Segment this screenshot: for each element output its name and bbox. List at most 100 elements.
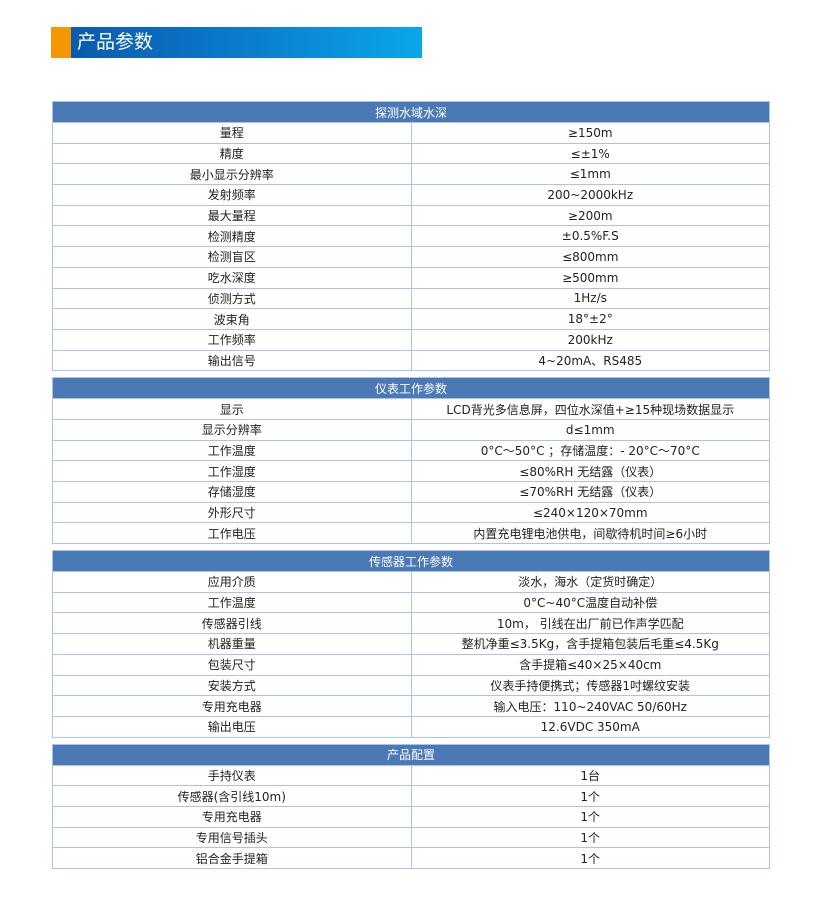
spec-value: ±0.5%F.S [410, 225, 770, 248]
table-row: 检测精度 ±0.5%F.S [52, 225, 770, 248]
spec-value: 12.6VDC 350mA [410, 715, 770, 738]
spec-value: 10m， 引线在出厂前已作声学匹配 [410, 612, 770, 635]
table-row: 显示分辨率 d≤1mm [52, 418, 770, 441]
spec-label: 工作湿度 [52, 460, 412, 482]
spec-table: 仪表工作参数 显示 LCD背光多信息屏，四位水深值+≥15种现场数据显示 显示分辨率 d… [52, 377, 770, 545]
spec-value: ≥150m [410, 122, 770, 144]
section-header: 产品配置 [52, 743, 770, 766]
spec-label: 铝合金手提箱 [52, 847, 412, 869]
table-row: 应用介质 淡水，海水（定货时确定） [52, 571, 770, 593]
spec-label: 专用充电器 [52, 805, 412, 828]
spec-value: 仪表手持便携式；传感器1吋螺纹安装 [410, 674, 770, 697]
spec-value: 1台 [410, 764, 770, 787]
spec-label: 发射频率 [52, 184, 412, 206]
spec-label: 存储湿度 [52, 481, 412, 503]
spec-label: 机器重量 [52, 633, 412, 655]
spec-label: 量程 [52, 122, 412, 144]
spec-label: 工作温度 [52, 591, 412, 614]
section-header: 传感器工作参数 [52, 550, 770, 573]
spec-value: ≤800mm [410, 246, 770, 268]
spec-value: 1个 [410, 805, 770, 828]
table-row: 显示 LCD背光多信息屏，四位水深值+≥15种现场数据显示 [52, 398, 770, 420]
spec-label: 包装尺寸 [52, 653, 412, 676]
table-row: 专用信号插头 1个 [52, 826, 770, 849]
table-row: 发射频率 200~2000kHz [52, 184, 770, 206]
table-row: 输出电压 12.6VDC 350mA [52, 715, 770, 738]
spec-label: 输出电压 [52, 715, 412, 738]
banner-accent [51, 27, 71, 58]
spec-value: d≤1mm [410, 418, 770, 441]
table-row: 铝合金手提箱 1个 [52, 847, 770, 869]
table-row: 最小显示分辨率 ≤1mm [52, 163, 770, 186]
spec-tables: 探测水域水深 量程 ≥150m 精度 ≤±1% 最小显示分辨率 ≤1mm 发射频率 200~20… [52, 101, 770, 875]
table-row: 工作频率 200kHz [52, 328, 770, 351]
section-banner: 产品参数 [51, 27, 422, 58]
table-row: 工作温度 0°C～50°C ；存储温度：- 20°C～70°C [52, 439, 770, 462]
spec-value: 0°C～50°C ；存储温度：- 20°C～70°C [410, 439, 770, 462]
table-row: 精度 ≤±1% [52, 142, 770, 165]
spec-label: 侦测方式 [52, 287, 412, 310]
spec-value: ≤70%RH 无结露（仪表） [410, 481, 770, 503]
spec-label: 工作温度 [52, 439, 412, 462]
spec-value: 输入电压：110~240VAC 50/60Hz [410, 695, 770, 717]
spec-value: LCD背光多信息屏，四位水深值+≥15种现场数据显示 [410, 398, 770, 420]
table-row: 工作电压 内置充电锂电池供电，间歇待机时间≥6小时 [52, 522, 770, 545]
spec-label: 波束角 [52, 308, 412, 330]
spec-table: 传感器工作参数 应用介质 淡水，海水（定货时确定） 工作温度 0°C~40°C温度自动补… [52, 550, 770, 738]
spec-label: 检测精度 [52, 225, 412, 248]
table-row: 传感器(含引线10m) 1个 [52, 785, 770, 807]
spec-value: 1个 [410, 826, 770, 849]
spec-label: 专用充电器 [52, 695, 412, 717]
table-row: 输出信号 4~20mA、RS485 [52, 349, 770, 372]
spec-label: 最小显示分辨率 [52, 163, 412, 186]
table-row: 包装尺寸 含手提箱≤40×25×40cm [52, 653, 770, 676]
spec-value: ≤±1% [410, 142, 770, 165]
table-row: 波束角 18°±2° [52, 308, 770, 330]
spec-label: 工作频率 [52, 328, 412, 351]
spec-label: 手持仪表 [52, 764, 412, 787]
spec-label: 精度 [52, 142, 412, 165]
table-row: 量程 ≥150m [52, 122, 770, 144]
spec-label: 安装方式 [52, 674, 412, 697]
spec-value: 200kHz [410, 328, 770, 351]
spec-value: 0°C~40°C温度自动补偿 [410, 591, 770, 614]
spec-label: 显示分辨率 [52, 418, 412, 441]
spec-value: 1个 [410, 785, 770, 807]
spec-value: 18°±2° [410, 308, 770, 330]
table-row: 专用充电器 输入电压：110~240VAC 50/60Hz [52, 695, 770, 717]
page-title: 产品参数 [71, 27, 422, 58]
section-header: 探测水域水深 [52, 101, 770, 123]
table-row: 侦测方式 1Hz/s [52, 287, 770, 310]
table-row: 安装方式 仪表手持便携式；传感器1吋螺纹安装 [52, 674, 770, 697]
table-row: 传感器引线 10m， 引线在出厂前已作声学匹配 [52, 612, 770, 635]
spec-label: 外形尺寸 [52, 501, 412, 524]
spec-value: ≤1mm [410, 163, 770, 186]
spec-label: 传感器引线 [52, 612, 412, 635]
table-row: 外形尺寸 ≤240×120×70mm [52, 501, 770, 524]
spec-value: 4~20mA、RS485 [410, 349, 770, 372]
spec-value: ≤240×120×70mm [410, 501, 770, 524]
spec-value: 内置充电锂电池供电，间歇待机时间≥6小时 [410, 522, 770, 545]
spec-label: 最大量程 [52, 204, 412, 227]
table-row: 检测盲区 ≤800mm [52, 246, 770, 268]
spec-label: 传感器(含引线10m) [52, 785, 412, 807]
spec-value: 淡水，海水（定货时确定） [410, 571, 770, 593]
table-row: 吃水深度 ≥500mm [52, 266, 770, 289]
table-row: 手持仪表 1台 [52, 764, 770, 787]
spec-value: 1Hz/s [410, 287, 770, 310]
spec-value: 1个 [410, 847, 770, 869]
table-row: 最大量程 ≥200m [52, 204, 770, 227]
spec-table: 产品配置 手持仪表 1台 传感器(含引线10m) 1个 专用充电器 1个 专用信号插头 1个 铝合… [52, 743, 770, 869]
spec-table: 探测水域水深 量程 ≥150m 精度 ≤±1% 最小显示分辨率 ≤1mm 发射频率 200~20… [52, 101, 770, 372]
section-header: 仪表工作参数 [52, 377, 770, 400]
table-row: 工作湿度 ≤80%RH 无结露（仪表） [52, 460, 770, 482]
table-row: 工作温度 0°C~40°C温度自动补偿 [52, 591, 770, 614]
spec-value: ≤80%RH 无结露（仪表） [410, 460, 770, 482]
spec-label: 吃水深度 [52, 266, 412, 289]
table-row: 存储湿度 ≤70%RH 无结露（仪表） [52, 481, 770, 503]
spec-label: 应用介质 [52, 571, 412, 593]
spec-label: 显示 [52, 398, 412, 420]
spec-label: 工作电压 [52, 522, 412, 545]
spec-label: 专用信号插头 [52, 826, 412, 849]
table-row: 机器重量 整机净重≤3.5Kg，含手提箱包装后毛重≤4.5Kg [52, 633, 770, 655]
